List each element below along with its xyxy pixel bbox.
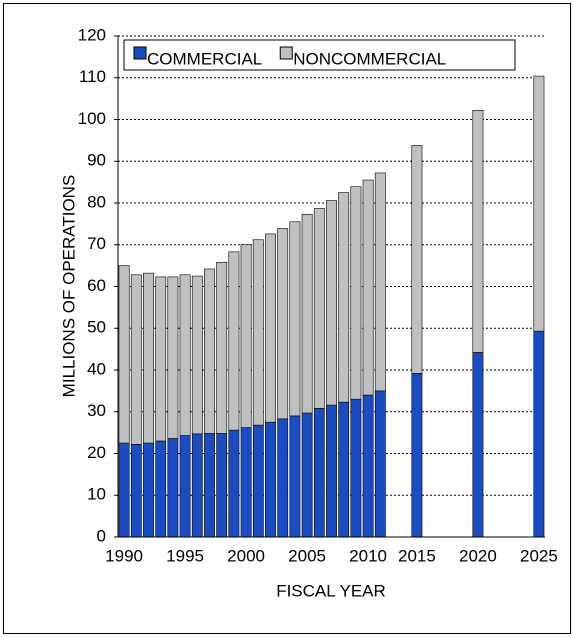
legend-box [123,39,516,71]
y-tick-label: 100 [78,109,106,128]
y-tick-label: 60 [87,276,106,295]
bar-segment [338,401,350,538]
bar-segment [240,244,252,428]
bar-segment [533,330,545,538]
bar-segment [313,408,325,538]
y-tick-label: 90 [87,151,106,170]
legend-label: COMMERCIAL [147,49,262,68]
bar-segment [265,233,276,423]
legend-swatch [279,46,293,60]
bar-segment [411,373,423,538]
y-tick-label: 110 [79,67,106,86]
bar-segment [204,268,215,434]
y-tick-label: 70 [87,234,106,253]
bar-segment [240,427,252,538]
bar-segment [289,221,301,417]
x-tick-label: 2025 [520,546,558,565]
bar-segment [350,186,362,400]
frame [3,3,571,634]
y-tick-label: 40 [87,359,106,378]
x-tick-label: 1990 [105,546,143,565]
bar-segment [301,213,313,414]
y-tick-label: 20 [87,443,106,462]
x-tick-label: 2020 [459,546,497,565]
x-tick-label: 2010 [349,546,387,565]
bar-segment [533,75,545,332]
x-tick-label: 2015 [398,546,436,565]
bar-segment [362,179,374,396]
bar-segment [338,192,350,403]
bar-segment [179,435,191,538]
bar-segment [277,418,289,538]
bar-segment [301,412,313,538]
bar-segment [130,274,142,445]
bar-segment [326,200,337,406]
x-tick-label: 1995 [166,546,204,565]
y-tick-label: 120 [78,25,106,44]
legend-swatch [133,46,147,60]
bar-segment [374,172,386,392]
bar-segment [228,429,240,538]
bar-segment [118,265,130,444]
bar-segment [143,442,154,538]
y-tick-label: 10 [87,485,106,504]
x-tick-label: 2005 [288,546,326,565]
bar-segment [155,440,167,538]
bar-segment [472,352,484,538]
bar-segment [472,110,484,353]
bar-segment [216,433,228,538]
y-tick-label: 50 [87,318,106,337]
bar-segment [289,415,301,538]
y-tick-label: 30 [87,401,106,420]
bar-segment [143,272,154,444]
bar-segment [155,276,167,442]
bar-segment [130,444,142,538]
x-axis-label: FISCAL YEAR [276,581,386,600]
x-tick-label: 2000 [227,546,265,565]
bar-segment [326,404,337,538]
y-tick-label: 80 [87,192,106,211]
bar-segment [167,438,179,538]
bar-segment [191,433,203,538]
bar-segment [216,261,228,434]
y-tick-label: 0 [97,526,106,545]
bar-segment [204,433,215,538]
legend-label: NONCOMMERCIAL [293,49,446,68]
bar-segment [374,390,386,538]
bar-segment [252,424,264,538]
bar-segment [191,275,203,435]
bar-segment [118,442,130,538]
bar-segment [228,251,240,431]
bar-segment [350,398,362,538]
bar-segment [167,276,179,439]
bar-segment [265,421,276,538]
bar-segment [313,208,325,409]
bar-segment [252,239,264,426]
bar-segment [179,274,191,436]
bar-segment [411,145,423,374]
y-axis-label: MILLIONS OF OPERATIONS [59,175,78,398]
bar-segment [362,394,374,538]
bar-segment [277,228,289,420]
